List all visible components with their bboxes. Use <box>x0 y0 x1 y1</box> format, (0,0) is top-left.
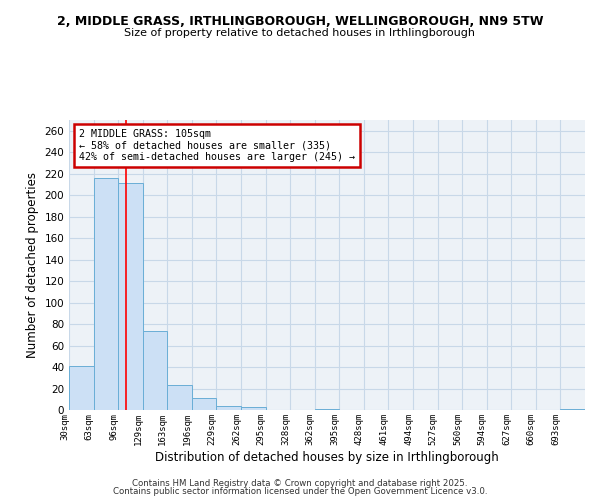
X-axis label: Distribution of detached houses by size in Irthlingborough: Distribution of detached houses by size … <box>155 450 499 464</box>
Bar <box>241 407 266 410</box>
Text: Contains public sector information licensed under the Open Government Licence v3: Contains public sector information licen… <box>113 487 487 496</box>
Bar <box>167 386 192 410</box>
Text: Contains HM Land Registry data © Crown copyright and database right 2025.: Contains HM Land Registry data © Crown c… <box>132 478 468 488</box>
Bar <box>192 398 217 410</box>
Text: 2 MIDDLE GRASS: 105sqm
← 58% of detached houses are smaller (335)
42% of semi-de: 2 MIDDLE GRASS: 105sqm ← 58% of detached… <box>79 128 355 162</box>
Bar <box>69 366 94 410</box>
Bar <box>118 184 143 410</box>
Text: 2, MIDDLE GRASS, IRTHLINGBOROUGH, WELLINGBOROUGH, NN9 5TW: 2, MIDDLE GRASS, IRTHLINGBOROUGH, WELLIN… <box>57 15 543 28</box>
Bar <box>560 409 585 410</box>
Bar <box>217 406 241 410</box>
Bar <box>143 330 167 410</box>
Y-axis label: Number of detached properties: Number of detached properties <box>26 172 39 358</box>
Text: Size of property relative to detached houses in Irthlingborough: Size of property relative to detached ho… <box>125 28 476 38</box>
Bar <box>315 409 339 410</box>
Bar <box>94 178 118 410</box>
